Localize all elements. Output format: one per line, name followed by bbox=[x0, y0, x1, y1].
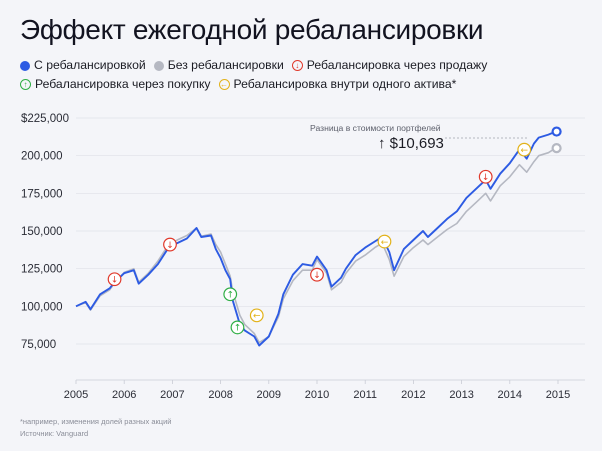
sell-marker-icon bbox=[107, 272, 122, 287]
source-note: Источник: Vanguard bbox=[20, 429, 89, 438]
annotation-label: Разница в стоимости портфелей bbox=[310, 123, 441, 133]
gray-dot-icon bbox=[153, 60, 164, 71]
sell-marker-icon bbox=[478, 169, 493, 184]
internal-marker-glyph: ← bbox=[253, 312, 261, 322]
internal-marker-glyph: ← bbox=[381, 238, 389, 248]
left-arrow-icon: ← bbox=[218, 79, 230, 90]
grid bbox=[76, 117, 585, 381]
up-arrow-icon: ↑ bbox=[20, 79, 31, 90]
internal-marker-icon bbox=[517, 142, 532, 157]
x-tick-label: 2005 bbox=[64, 389, 88, 401]
buy-marker-glyph: ↑ bbox=[226, 291, 234, 301]
y-tick-label: 175,000 bbox=[21, 188, 63, 200]
sell-marker-icon bbox=[163, 237, 177, 252]
legend-label-internal: Ребалансировка внутри одного актива* bbox=[233, 77, 457, 91]
y-axis: $225,000 200,000 175,000 150,000 125,000 100,… bbox=[21, 113, 69, 351]
internal-marker-glyph: ← bbox=[520, 146, 528, 156]
y-tick-label: $225,000 bbox=[21, 113, 69, 125]
legend-item-buy: ↑ Ребалансировка через покупку bbox=[20, 75, 211, 94]
buy-marker-icon bbox=[230, 320, 245, 335]
end-point-without bbox=[551, 143, 562, 154]
y-tick-label: 200,000 bbox=[21, 151, 63, 163]
down-arrow-icon: ↓ bbox=[291, 60, 303, 71]
chart-title: Эффект ежегодной ребалансировки bbox=[20, 14, 484, 45]
y-tick-label: 150,000 bbox=[21, 226, 63, 238]
x-tick-label: 2009 bbox=[257, 389, 281, 401]
y-tick-label: 125,000 bbox=[21, 264, 63, 276]
legend-row-2: ↑ Ребалансировка через покупку ← Ребалан… bbox=[20, 75, 590, 94]
x-tick-label: 2007 bbox=[160, 389, 184, 401]
legend-item-internal: ← Ребалансировка внутри одного актива* bbox=[218, 75, 457, 94]
legend-item-with-rebalancing: С ребалансировкой bbox=[20, 56, 146, 75]
y-tick-label: 100,000 bbox=[21, 301, 63, 313]
rebalance-markers: ↓ ↓ ↑ ↑ ← ↓ ← ↓ ← bbox=[107, 142, 532, 335]
legend-row-1: С ребалансировкой Без ребалансировки ↓ Р… bbox=[20, 56, 590, 75]
x-tick-label: 2012 bbox=[401, 389, 425, 401]
x-tick-label: 2013 bbox=[449, 389, 473, 401]
x-axis: 2005 2006 2007 2008 2009 2010 2011 2012 2013 2014… bbox=[64, 380, 570, 401]
footnote: *например, изменения долей разных акций bbox=[20, 417, 172, 426]
x-tick-label: 2014 bbox=[498, 389, 522, 401]
legend-item-sell: ↓ Ребалансировка через продажу bbox=[291, 56, 488, 75]
x-tick-label: 2015 bbox=[546, 389, 570, 401]
x-tick-label: 2011 bbox=[353, 389, 377, 401]
internal-marker-icon bbox=[377, 234, 392, 249]
annotation-value: ↑ $10,693 bbox=[378, 135, 444, 152]
sell-marker-glyph: ↓ bbox=[166, 241, 174, 251]
sell-marker-glyph: ↓ bbox=[313, 271, 321, 281]
legend-label-sell: Ребалансировка через продажу bbox=[306, 58, 488, 72]
y-tick-label: 75,000 bbox=[21, 339, 56, 351]
x-tick-label: 2010 bbox=[305, 389, 329, 401]
x-tick-label: 2006 bbox=[112, 389, 136, 401]
difference-annotation: Разница в стоимости портфелей ↑ $10,693 bbox=[310, 123, 527, 152]
legend-label-buy: Ребалансировка через покупку bbox=[35, 77, 211, 91]
legend-item-without-rebalancing: Без ребалансировки bbox=[153, 56, 284, 75]
x-tick-label: 2008 bbox=[208, 389, 232, 401]
legend-label-with: С ребалансировкой bbox=[34, 58, 146, 72]
legend: С ребалансировкой Без ребалансировки ↓ Р… bbox=[20, 56, 590, 94]
legend-label-without: Без ребалансировки bbox=[167, 58, 284, 72]
series-line-without-rebalancing bbox=[75, 147, 557, 344]
sell-marker-glyph: ↓ bbox=[111, 276, 119, 286]
sell-marker-icon bbox=[310, 267, 324, 282]
buy-marker-glyph: ↑ bbox=[234, 324, 242, 334]
end-point-with bbox=[551, 126, 562, 137]
sell-marker-glyph: ↓ bbox=[482, 173, 490, 183]
internal-marker-icon bbox=[249, 308, 264, 323]
series-line-with-rebalancing bbox=[75, 130, 556, 347]
buy-marker-icon bbox=[223, 287, 238, 302]
blue-dot-icon bbox=[20, 60, 30, 71]
series-lines bbox=[75, 126, 562, 347]
